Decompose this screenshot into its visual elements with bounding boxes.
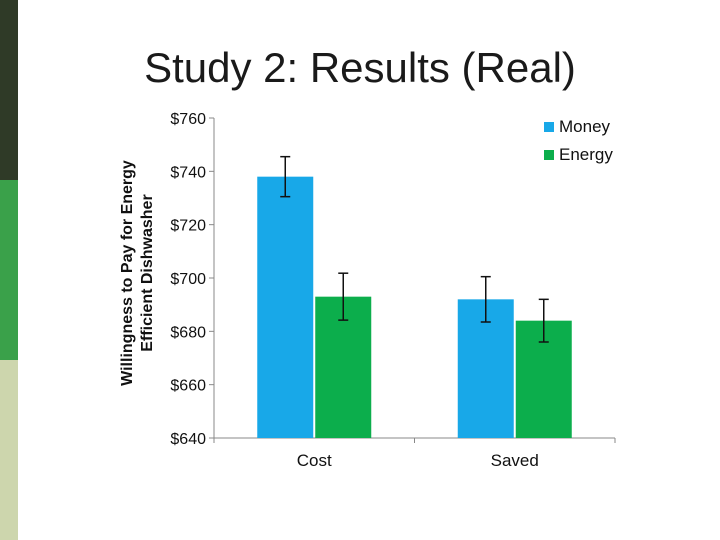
y-tick-label: $720: [170, 218, 206, 235]
x-tick-label: Saved: [491, 451, 539, 470]
legend-item-energy: Energy: [544, 141, 613, 169]
y-tick-label: $740: [170, 164, 206, 181]
decorative-band-pale: [0, 360, 18, 540]
slide-title: Study 2: Results (Real): [144, 44, 576, 91]
decorative-band-dark: [0, 0, 18, 180]
decorative-band-green: [0, 180, 18, 360]
legend-swatch-money: [544, 122, 554, 132]
legend-swatch-energy: [544, 150, 554, 160]
y-tick-label: $700: [170, 271, 206, 288]
legend-label-money: Money: [559, 117, 611, 136]
legend-item-money: Money: [544, 113, 613, 141]
y-tick-label: $680: [170, 324, 206, 341]
y-tick-label: $640: [170, 431, 206, 448]
x-tick-label: Cost: [297, 451, 332, 470]
bar-money-cost: [257, 176, 314, 438]
chart-legend: Money Energy: [544, 113, 613, 169]
legend-label-energy: Energy: [559, 145, 613, 164]
y-tick-label: $660: [170, 378, 206, 395]
y-tick-label: $760: [170, 111, 206, 128]
